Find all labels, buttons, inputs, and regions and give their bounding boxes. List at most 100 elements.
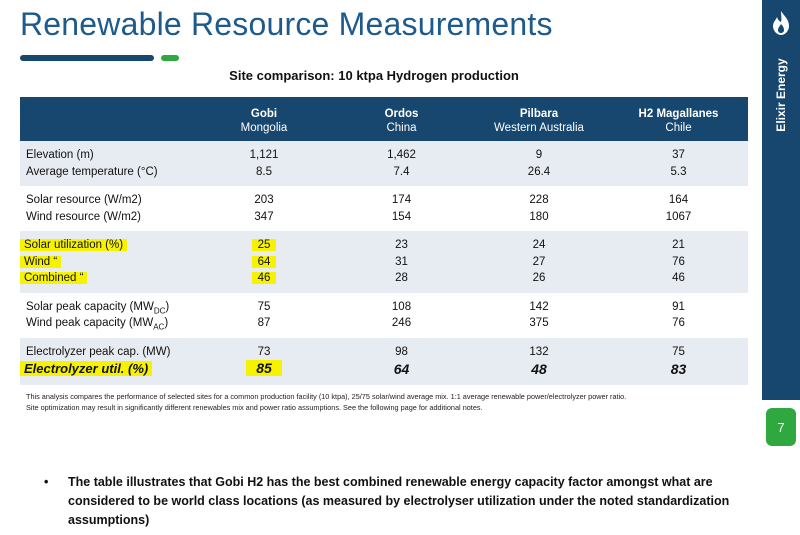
- table-row: Electrolyzer peak cap. (MW) 73 98 132 75: [20, 337, 748, 360]
- cell: 85: [194, 360, 334, 385]
- title-underline-blue: [20, 55, 154, 61]
- highlighted-label: Wind “: [20, 255, 62, 268]
- highlighted-value: 64: [251, 255, 277, 268]
- row-label: Electrolyzer util. (%): [20, 360, 194, 385]
- brand-name: Elixir Energy: [774, 58, 788, 132]
- cell: 375: [529, 317, 549, 329]
- cell: 24: [532, 239, 546, 251]
- cell: 83: [670, 361, 687, 377]
- flame-logo-icon: [773, 11, 789, 35]
- slide-title: Renewable Resource Measurements: [20, 6, 553, 42]
- group-electrolyzer: Electrolyzer peak cap. (MW) 73 98 132 75…: [20, 337, 748, 385]
- header-magallanes: H2 Magallanes Chile: [609, 97, 748, 141]
- table-row: Combined “ 46 28 26 46: [20, 270, 748, 293]
- cell: 21: [672, 239, 685, 251]
- cell: 154: [391, 210, 412, 223]
- cell: 87: [257, 317, 271, 329]
- cell: 46: [672, 272, 685, 284]
- site-comparison-table: Gobi Mongolia Ordos China Pilbara Western A…: [20, 97, 748, 385]
- cell: 228: [529, 194, 549, 206]
- highlighted-value: 85: [246, 360, 282, 376]
- cell: 164: [668, 194, 689, 206]
- row-label: Elevation (m): [26, 149, 94, 161]
- table-row: Electrolyzer util. (%) 85 64 48 83: [20, 360, 748, 385]
- row-label: Combined “: [20, 270, 194, 293]
- footnote-line-2: Site optimization may result in signific…: [26, 403, 483, 412]
- cell: 142: [529, 300, 549, 313]
- cell: 26: [532, 272, 546, 284]
- cell: 46: [194, 270, 334, 293]
- highlighted-value: 46: [251, 272, 277, 284]
- cell: 203: [254, 194, 274, 206]
- cell: 5.3: [670, 165, 687, 178]
- cell: 73: [257, 345, 271, 358]
- table-row: Wind peak capacity (MWAC) 87 246 375 76: [20, 315, 748, 338]
- cell: 28: [395, 272, 408, 284]
- subscript: AC: [153, 322, 165, 332]
- header-blank: [20, 97, 194, 141]
- footnote-line-1: This analysis compares the performance o…: [26, 392, 627, 401]
- cell: 1067: [665, 210, 692, 223]
- header-pilbara-sub: Western Australia: [494, 121, 584, 134]
- row-label: Wind peak capacity (MWAC): [26, 317, 169, 332]
- header-ordos-sub: China: [386, 121, 417, 134]
- cell: 64: [393, 361, 410, 377]
- brand-name-container: Elixir Energy: [762, 45, 800, 145]
- row-label: Electrolyzer peak cap. (MW): [26, 345, 171, 358]
- row-label: Solar peak capacity (MWDC): [26, 300, 170, 315]
- table-row: Wind “ 64 31 27 76: [20, 253, 748, 271]
- page-number-badge: 7: [766, 408, 796, 446]
- cell: 31: [395, 255, 408, 268]
- cell: 75: [672, 345, 685, 358]
- cell: 180: [529, 210, 549, 223]
- cell: 76: [672, 255, 685, 268]
- header-pilbara: Pilbara Western Australia: [469, 97, 609, 141]
- row-label: Wind resource (W/m2): [26, 210, 142, 223]
- header-ordos: Ordos China: [334, 97, 469, 141]
- cell: 9: [535, 149, 543, 161]
- cell: 76: [672, 317, 685, 329]
- group-utilization: Solar utilization (%) 25 23 24 21 Wind “…: [20, 231, 748, 293]
- row-label: Solar utilization (%): [20, 231, 194, 254]
- table-caption: Site comparison: 10 ktpa Hydrogen produc…: [229, 68, 519, 83]
- cell: 27: [532, 255, 546, 268]
- table-row: Solar peak capacity (MWDC) 75 108 142 91: [20, 292, 748, 315]
- brand-sidebar: Elixir Energy 7: [762, 0, 800, 535]
- cell: 1,121: [249, 149, 279, 161]
- cell: 132: [529, 345, 549, 358]
- highlighted-label: Electrolyzer util. (%): [20, 360, 153, 376]
- cell: 26.4: [527, 165, 551, 178]
- group-site-conditions: Elevation (m) 1,121 1,462 9 37 Average t…: [20, 141, 748, 186]
- highlighted-label: Combined “: [20, 272, 88, 284]
- table-header-row: Gobi Mongolia Ordos China Pilbara Western A…: [20, 97, 748, 141]
- table-row: Wind resource (W/m2) 347 154 180 1067: [20, 208, 748, 231]
- row-label: Average temperature (°C): [26, 165, 158, 178]
- cell: 108: [391, 300, 412, 313]
- cell: 1,462: [387, 149, 416, 161]
- table-row: Elevation (m) 1,121 1,462 9 37: [20, 141, 748, 164]
- table-row: Solar utilization (%) 25 23 24 21: [20, 231, 748, 254]
- title-underline-green: [161, 55, 179, 61]
- cell: 347: [254, 210, 274, 223]
- header-gobi: Gobi Mongolia: [194, 97, 334, 141]
- cell: 98: [395, 345, 408, 358]
- table-row: Solar resource (W/m2) 203 174 228 164: [20, 186, 748, 209]
- cell: 75: [257, 300, 271, 313]
- cell: 37: [672, 149, 685, 161]
- cell: 91: [672, 300, 685, 313]
- header-magallanes-sub: Chile: [665, 121, 692, 134]
- bullet-icon: •: [44, 475, 49, 489]
- group-resources: Solar resource (W/m2) 203 174 228 164 Wi…: [20, 186, 748, 231]
- sidebar-band: Elixir Energy: [762, 0, 800, 400]
- cell: 246: [391, 317, 412, 329]
- summary-bullet: • The table illustrates that Gobi H2 has…: [44, 473, 744, 530]
- cell: 64: [194, 254, 334, 271]
- highlighted-value: 25: [251, 239, 277, 251]
- row-label: Solar resource (W/m2): [26, 194, 142, 206]
- cell: 48: [531, 361, 547, 377]
- cell: 8.5: [256, 165, 272, 178]
- bullet-text: The table illustrates that Gobi H2 has t…: [68, 475, 730, 527]
- cell: 7.4: [393, 165, 410, 178]
- cell: 174: [391, 194, 412, 206]
- row-label: Wind “: [20, 254, 194, 271]
